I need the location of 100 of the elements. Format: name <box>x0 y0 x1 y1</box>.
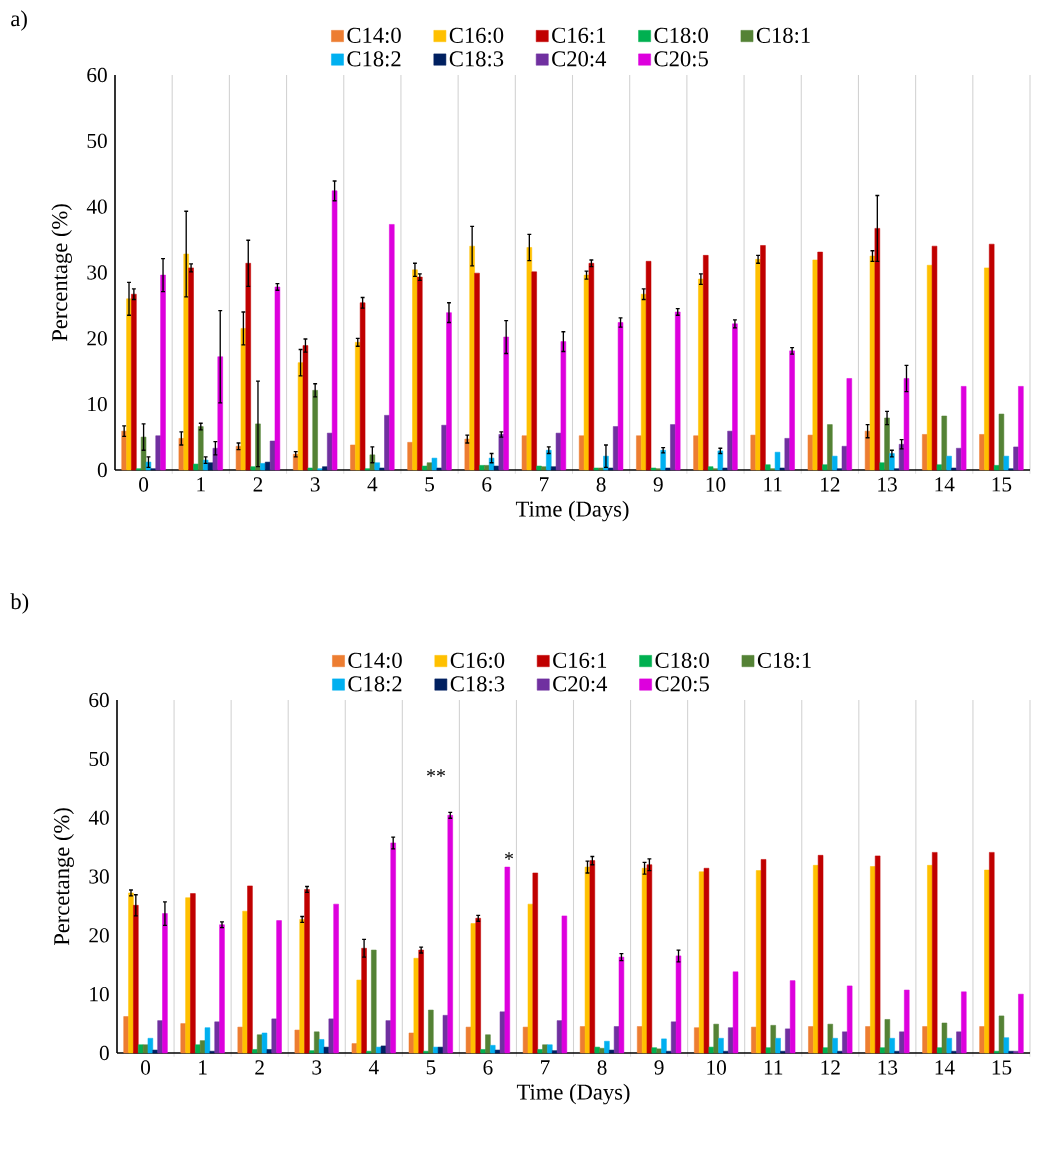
x-tick-label: 14 <box>935 1060 955 1075</box>
x-tick-label: 11 <box>764 1060 783 1075</box>
bar <box>1003 455 1009 471</box>
bar <box>356 979 362 1054</box>
bar <box>927 865 933 1054</box>
bar <box>503 336 509 471</box>
bar <box>865 1026 871 1054</box>
bar <box>932 852 938 1054</box>
bar <box>407 442 413 471</box>
bar <box>604 1040 610 1054</box>
bar <box>537 1049 543 1054</box>
bar <box>789 980 796 1054</box>
bar <box>560 341 567 471</box>
legend-label: C16:1 <box>553 652 607 668</box>
bar <box>351 1043 358 1054</box>
y-tick-label: 0 <box>99 1045 109 1061</box>
bar <box>993 465 1000 471</box>
y-axis-title: Percentage (%) <box>51 204 72 342</box>
bar <box>333 903 339 1054</box>
bar <box>269 440 276 471</box>
bar <box>188 267 194 471</box>
bar <box>703 255 709 471</box>
bar <box>727 430 733 471</box>
x-tick-label: 5 <box>426 1060 436 1075</box>
bar <box>998 413 1005 471</box>
bar <box>542 1044 548 1054</box>
bar <box>446 312 452 471</box>
bar <box>464 438 470 471</box>
bar <box>555 432 562 471</box>
bar <box>426 462 433 471</box>
x-tick-label: 10 <box>706 477 726 492</box>
bar <box>561 915 568 1054</box>
bar <box>884 1019 891 1054</box>
bar <box>636 435 642 471</box>
bar <box>550 466 557 471</box>
bar <box>142 1044 149 1054</box>
bar <box>183 253 189 471</box>
bar <box>765 464 771 471</box>
bar <box>879 1047 886 1054</box>
bar <box>309 1050 315 1054</box>
bar <box>922 1026 928 1054</box>
y-tick-label: 30 <box>87 265 107 280</box>
y-tick-label: 50 <box>89 751 109 766</box>
y-tick-label: 50 <box>87 133 107 148</box>
bar <box>160 274 166 471</box>
bar <box>547 1044 553 1054</box>
bar <box>670 424 676 471</box>
bar <box>297 362 304 471</box>
bar <box>775 1038 781 1054</box>
bar <box>708 1046 715 1054</box>
bar <box>1003 1037 1010 1054</box>
bar <box>703 867 710 1054</box>
bar <box>531 271 537 471</box>
bar <box>180 1023 186 1054</box>
bar <box>447 815 453 1054</box>
bar <box>417 276 423 471</box>
bar <box>157 1020 163 1054</box>
bar <box>152 1049 158 1054</box>
legend-label: C18:3 <box>450 676 505 692</box>
bar <box>641 867 648 1054</box>
bar <box>874 855 881 1054</box>
bar <box>318 1039 325 1054</box>
x-tick-label: 10 <box>707 1060 726 1075</box>
bar <box>155 435 161 471</box>
bar <box>1018 386 1024 471</box>
bar <box>785 1028 791 1054</box>
bar <box>428 1009 434 1054</box>
bar <box>522 1026 529 1054</box>
x-tick-label: 12 <box>821 1060 840 1075</box>
x-tick-label: 3 <box>310 477 320 492</box>
bar <box>294 1029 301 1054</box>
bar <box>694 1027 700 1054</box>
legend-label: C14:0 <box>348 652 402 669</box>
legend-label: C18:0 <box>654 27 708 44</box>
legend-label: C18:3 <box>449 51 504 67</box>
bar <box>661 1038 667 1054</box>
bar <box>252 1049 258 1054</box>
bar <box>589 860 596 1054</box>
bar <box>412 269 418 471</box>
bar <box>331 190 338 471</box>
bar <box>956 1031 962 1054</box>
bar <box>946 455 952 471</box>
y-tick-label: 60 <box>89 692 109 708</box>
bar <box>656 1048 662 1054</box>
bar <box>504 866 511 1054</box>
y-tick-label: 60 <box>87 67 107 83</box>
bar <box>998 1015 1005 1054</box>
bar <box>327 432 333 471</box>
bar <box>240 328 247 471</box>
bar <box>250 466 256 471</box>
x-tick-label: 6 <box>482 477 492 492</box>
x-axis-title: Time (Days) <box>516 1083 630 1105</box>
bar <box>879 462 885 471</box>
bar <box>936 1047 943 1054</box>
bar <box>646 864 653 1054</box>
bar <box>470 923 477 1054</box>
x-tick-label: 3 <box>312 1060 322 1075</box>
bar <box>162 913 168 1054</box>
x-tick-label: 13 <box>878 477 897 492</box>
bar <box>266 1049 273 1054</box>
